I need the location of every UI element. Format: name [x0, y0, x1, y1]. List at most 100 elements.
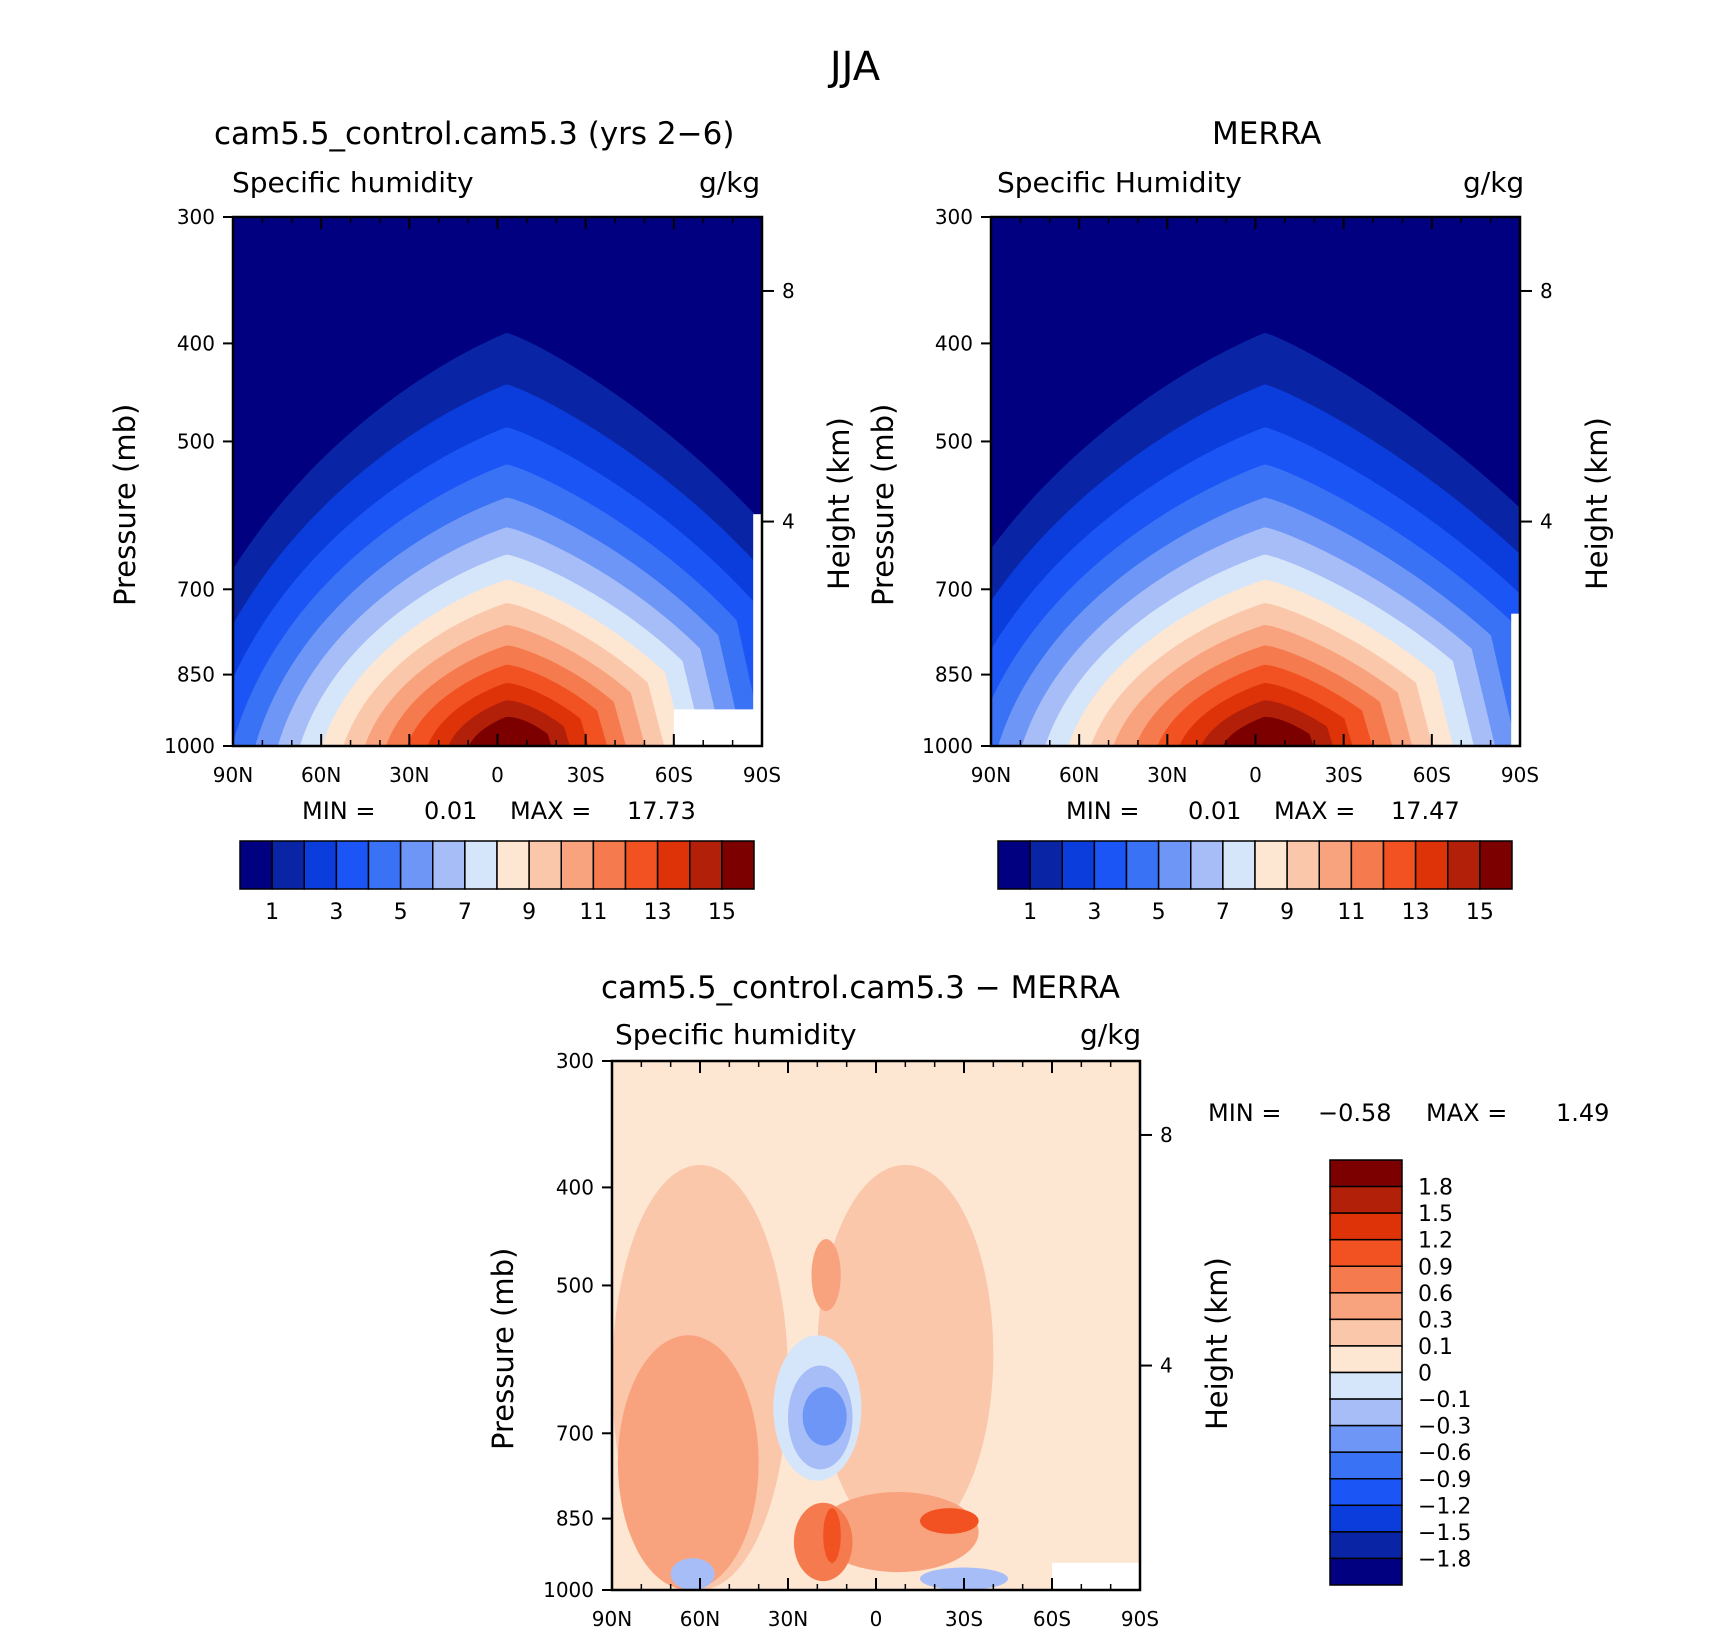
panel3-y-tick-label: 850	[556, 1507, 594, 1531]
panel2-min-label: MIN =	[1066, 797, 1140, 825]
panel3-variable-label: Specific humidity	[615, 1018, 857, 1051]
colorbar-label: −0.9	[1418, 1468, 1471, 1493]
panel1-min-label: MIN =	[302, 797, 376, 825]
colorbar-label: 1.2	[1418, 1229, 1453, 1254]
panel2-x-tick-label: 0	[1249, 763, 1262, 787]
colorbar-label: 1	[1023, 900, 1037, 925]
colorbar-swatch	[464, 840, 498, 890]
colorbar-label: 0	[1418, 1362, 1432, 1387]
panel3-y-tick-label: 1000	[543, 1578, 594, 1602]
panel3-x-tick-label: 60N	[680, 1607, 720, 1631]
colorbar-label: −0.1	[1418, 1388, 1471, 1413]
colorbar-label: 15	[708, 900, 736, 925]
panel2-units-label: g/kg	[1463, 166, 1525, 199]
missing-data-region	[673, 709, 762, 746]
panel1-y-tick-label: 700	[177, 577, 215, 601]
panel2-y-tick-label: 500	[935, 429, 973, 453]
colorbar-label: 1.5	[1418, 1202, 1453, 1227]
panel1-units-label: g/kg	[699, 166, 761, 199]
colorbar-label: 3	[329, 900, 343, 925]
colorbar-label: 7	[458, 900, 472, 925]
panel1-x-tick-label: 0	[491, 763, 504, 787]
colorbar-swatch	[1329, 1424, 1403, 1453]
panel1-y-tick-label: 1000	[164, 734, 215, 758]
colorbar-swatch	[496, 840, 530, 890]
panel1-x-tick-label: 90S	[743, 763, 781, 787]
colorbar-swatch	[1329, 1292, 1403, 1321]
colorbar-label: 0.6	[1418, 1282, 1453, 1307]
panel3-max-label: MAX =	[1426, 1099, 1508, 1127]
colorbar-swatch	[303, 840, 338, 890]
colorbar-swatch	[1350, 840, 1385, 890]
panel2-y2-tick-label: 8	[1540, 279, 1553, 303]
colorbar-label: −1.8	[1418, 1547, 1471, 1572]
colorbar-label: 9	[1280, 900, 1294, 925]
colorbar-label: 0.9	[1418, 1255, 1453, 1280]
panel3-y-tick-label: 700	[556, 1421, 594, 1445]
panel3-x-tick-label: 30N	[768, 1607, 808, 1631]
colorbar-label: −0.6	[1418, 1441, 1471, 1466]
colorbar-swatch	[1329, 1265, 1403, 1294]
colorbar-label: 15	[1466, 900, 1494, 925]
panel2-x-tick-label: 60N	[1059, 763, 1099, 787]
contour-level-15	[1222, 716, 1314, 746]
colorbar-swatch	[1329, 1398, 1403, 1427]
diff-negative-core	[802, 1386, 847, 1446]
colorbar-swatch	[1286, 840, 1320, 890]
colorbar-label: 1.8	[1418, 1176, 1453, 1201]
panel3-title: cam5.5_control.cam5.3 − MERRA	[601, 970, 1120, 1006]
panel3-x-tick-label: 90N	[592, 1607, 632, 1631]
panel1-y-tick-label: 300	[177, 205, 215, 229]
panel2-x-tick-label: 30S	[1325, 763, 1363, 787]
panel1-x-tick-label: 30N	[389, 763, 429, 787]
colorbar-label: 1	[265, 900, 279, 925]
colorbar-swatch	[399, 840, 434, 890]
diff-strong-positive	[793, 1502, 853, 1582]
colorbar-swatch	[1222, 840, 1256, 890]
colorbar-swatch	[335, 840, 370, 890]
panel3-x-tick-label: 30S	[945, 1607, 983, 1631]
panel2-x-tick-label: 30N	[1147, 763, 1187, 787]
colorbar-label: 9	[522, 900, 536, 925]
colorbar-swatch	[1447, 840, 1481, 890]
panel3-min-value: −0.58	[1318, 1099, 1392, 1127]
colorbar-swatch	[1329, 1212, 1403, 1241]
panel2-y-tick-label: 400	[935, 331, 973, 355]
panel1-x-tick-label: 30S	[567, 763, 605, 787]
panel1-x-tick-label: 90N	[213, 763, 253, 787]
panel1-x-tick-label: 60S	[655, 763, 693, 787]
panel2-y-tick-label: 1000	[922, 734, 973, 758]
colorbar-swatch	[1125, 840, 1160, 890]
colorbar-swatch	[1329, 1557, 1403, 1586]
diff-positive-band-tropics	[817, 1164, 994, 1544]
colorbar-swatch	[721, 840, 755, 890]
colorbar-swatch	[1329, 1478, 1403, 1507]
diff-peak-positive	[823, 1508, 841, 1563]
colorbar-swatch	[1318, 840, 1353, 890]
colorbar-swatch	[1329, 1371, 1403, 1400]
panel2-x-tick-label: 90N	[971, 763, 1011, 787]
colorbar-swatch	[1093, 840, 1128, 890]
panel1-max-value: 17.73	[627, 797, 696, 825]
colorbar-label: 11	[1337, 900, 1365, 925]
panel1-y-tick-label: 400	[177, 331, 215, 355]
panel2-y-tick-label: 700	[935, 577, 973, 601]
colorbar-swatch	[1157, 840, 1192, 890]
colorbar-label: 0.1	[1418, 1335, 1453, 1360]
colorbar-swatch	[239, 840, 273, 890]
diff-negative-surface-north	[670, 1558, 715, 1590]
panel2-contour-field	[991, 217, 1520, 746]
panel3-y-tick-label: 500	[556, 1273, 594, 1297]
contour-level-15	[468, 716, 552, 746]
colorbar-swatch	[997, 840, 1031, 890]
colorbar-swatch	[1329, 1318, 1403, 1347]
colorbar-label: −0.3	[1418, 1415, 1471, 1440]
colorbar-swatch	[1061, 840, 1096, 890]
colorbar-swatch	[1329, 1159, 1403, 1188]
panel2-x-tick-label: 60S	[1413, 763, 1451, 787]
panel1-x-tick-label: 60N	[301, 763, 341, 787]
colorbar-swatch	[1382, 840, 1417, 890]
panel2-x-tick-label: 90S	[1501, 763, 1539, 787]
panel2-max-label: MAX =	[1274, 797, 1356, 825]
colorbar-swatch	[1329, 1238, 1403, 1267]
